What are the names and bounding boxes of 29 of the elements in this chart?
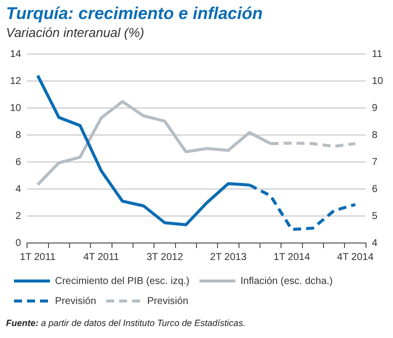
x-tick-label: 2T 2013 — [210, 252, 247, 263]
chart-title: Turquía: crecimiento e inflación — [6, 4, 263, 24]
y2-tick-label: 9 — [372, 102, 378, 114]
y2-tick-label: 7 — [372, 156, 378, 168]
y-tick-label: 0 — [16, 238, 22, 249]
y2-tick-label: 5 — [372, 210, 378, 222]
y2-tick-label: 6 — [372, 184, 378, 195]
y-tick-label: 12 — [10, 76, 22, 87]
chart-subtitle: Variación interanual (%) — [6, 25, 144, 40]
y-tick-label: 4 — [16, 184, 22, 195]
y-tick-label: 6 — [16, 156, 22, 168]
y-tick-label: 10 — [10, 102, 22, 114]
y2-tick-label: 4 — [372, 238, 378, 249]
legend-label: Crecimiento del PIB (esc. izq.) — [55, 276, 190, 287]
x-tick-label: 1T 2011 — [20, 252, 56, 263]
source-note: Fuente: a partir de datos del Instituto Turco de Estadísticas. — [6, 318, 246, 328]
legend-label: Inflación (esc. dcha.) — [240, 276, 333, 287]
y2-tick-label: 10 — [372, 76, 384, 87]
legend-label: Previsión — [147, 296, 188, 307]
y2-tick-label: 8 — [372, 130, 378, 141]
x-tick-label: 4T 2014 — [337, 252, 374, 263]
x-tick-label: 3T 2012 — [146, 252, 184, 263]
y2-tick-label: 11 — [372, 48, 383, 60]
legend-label: Previsión — [55, 296, 96, 307]
x-tick-label: 4T 2011 — [83, 252, 120, 263]
x-tick-label: 1T 2014 — [274, 252, 310, 263]
y-tick-label: 2 — [16, 210, 22, 222]
y-tick-label: 14 — [10, 48, 22, 60]
y-tick-label: 8 — [16, 130, 22, 141]
